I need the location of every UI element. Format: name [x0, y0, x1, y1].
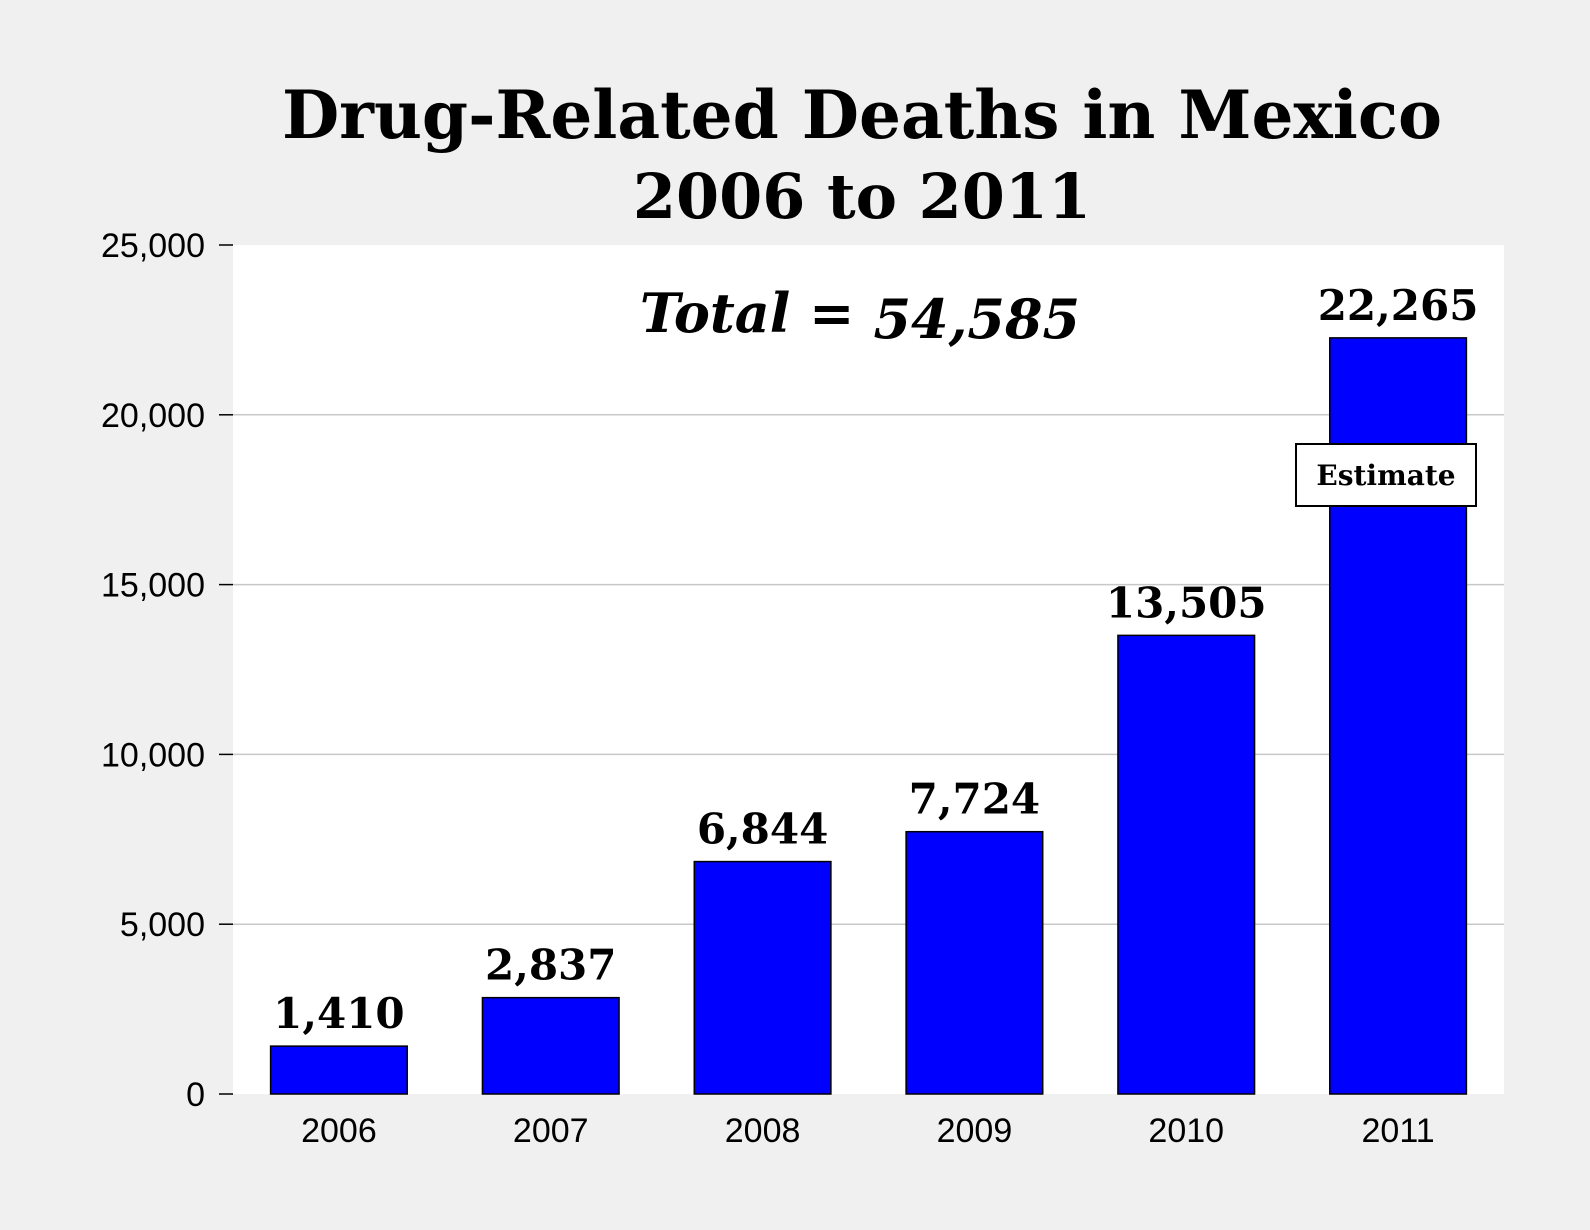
y-axis: 0 5,000 10,000 15,000 20,000 25,000: [101, 227, 233, 1114]
x-tick-label: 2006: [301, 1112, 377, 1150]
x-tick-label: 2010: [1148, 1112, 1224, 1150]
bar-2006: [269, 1045, 408, 1095]
y-tick-label: 15,000: [101, 567, 205, 605]
y-tick-label: 0: [186, 1076, 205, 1114]
data-label-2008: 6,844: [697, 805, 829, 854]
y-tick-label: 20,000: [101, 397, 205, 435]
estimate-box: [1295, 443, 1477, 507]
estimate-label: Estimate: [1316, 459, 1455, 492]
x-tick-label: 2008: [725, 1112, 801, 1150]
data-label-2006: 1,410: [273, 989, 405, 1038]
estimate-callout: Estimate: [1295, 443, 1477, 507]
y-tick-label: 10,000: [101, 736, 205, 774]
data-label-2011: 22,265: [1318, 281, 1479, 330]
y-tick-label: 25,000: [101, 227, 205, 265]
chart-subtitle: 2006 to 2011: [633, 160, 1091, 233]
bar-2007: [481, 996, 620, 1095]
x-tick-label: 2011: [1362, 1112, 1435, 1150]
data-label-2009: 7,724: [909, 775, 1041, 824]
y-tick-label: 5,000: [120, 906, 205, 944]
x-tick-label: 2009: [937, 1112, 1013, 1150]
x-axis: 2006 2007 2008 2009 2010 2011: [301, 1112, 1435, 1150]
chart-title: Drug-Related Deaths in Mexico: [282, 76, 1442, 154]
bar-2008: [693, 860, 832, 1095]
total-annotation: Total = 54,585: [640, 281, 1080, 351]
data-labels: 1,410 2,837 6,844 7,724 13,505 22,265: [273, 281, 1478, 1038]
grid-lines: [233, 414, 1504, 925]
total-value: 54,585: [873, 287, 1080, 351]
x-tick-label: 2007: [513, 1112, 589, 1150]
bar-2010: [1117, 634, 1256, 1095]
data-label-2010: 13,505: [1106, 578, 1267, 627]
plot-area: [233, 245, 1504, 1094]
data-label-2007: 2,837: [485, 941, 617, 990]
bar-2009: [905, 830, 1044, 1095]
bars: [269, 337, 1468, 1095]
total-label: Total =: [640, 281, 855, 345]
